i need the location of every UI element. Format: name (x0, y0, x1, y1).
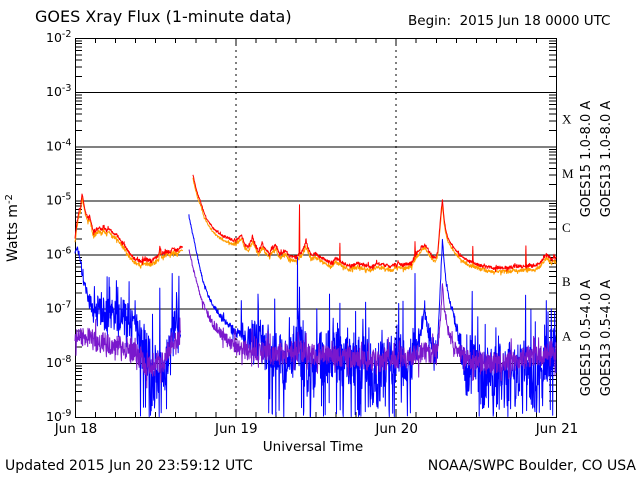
y-tick-label: 10-9 (46, 408, 71, 424)
series-label-goes13_short: GOES13 0.5-4.0 A (599, 280, 614, 397)
series-line-goes13_short (74, 249, 557, 389)
x-tick-label: Jun 18 (54, 421, 98, 437)
series-line-goes15_long (74, 174, 557, 272)
flux-class-letter: A (562, 328, 572, 343)
updated-timestamp: Updated 2015 Jun 20 23:59:12 UTC (5, 458, 253, 474)
begin-timestamp: Begin: 2015 Jun 18 0000 UTC (408, 13, 611, 29)
series-label-goes15_short: GOES15 0.5-4.0 A (579, 280, 594, 397)
x-tick-label: Jun 19 (214, 421, 258, 437)
flux-class-letter: X (562, 112, 572, 127)
series-label-goes13_long: GOES13 1.0-8.0 A (599, 101, 614, 218)
flux-series (74, 174, 557, 417)
flux-class-letter: M (562, 166, 574, 181)
y-tick-label: 10-2 (46, 29, 71, 45)
flux-class-letter: B (562, 274, 571, 289)
y-tick-label: 10-3 (46, 83, 71, 99)
series-label-goes15_long: GOES15 1.0-8.0 A (579, 101, 594, 218)
y-tick-label: 10-5 (46, 191, 71, 207)
y-axis-title-exponent: -2 (4, 194, 15, 204)
x-axis-title: Universal Time (263, 439, 363, 455)
y-axis-title-base: Watts m (5, 204, 21, 262)
y-tick-label: 10-8 (46, 354, 71, 370)
y-axis-title: Watts m-2 (4, 194, 21, 262)
flux-class-letter: C (562, 220, 571, 235)
credit-text: NOAA/SWPC Boulder, CO USA (428, 458, 637, 474)
x-tick-label: Jun 20 (374, 421, 418, 437)
y-tick-label: 10-7 (46, 300, 71, 316)
y-tick-label: 10-4 (46, 137, 71, 153)
y-tick-label: 10-6 (46, 246, 71, 262)
x-tick-label: Jun 21 (535, 421, 579, 437)
page-title: GOES Xray Flux (1-minute data) (35, 7, 292, 26)
